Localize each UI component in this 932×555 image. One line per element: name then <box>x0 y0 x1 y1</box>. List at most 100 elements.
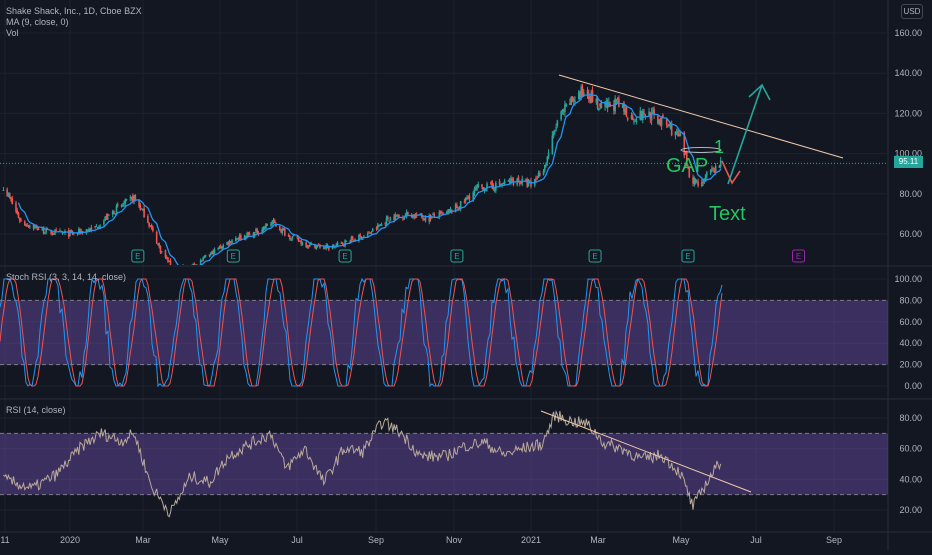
candle-body <box>211 251 213 254</box>
candle-body <box>378 225 380 227</box>
candle-body <box>221 247 223 249</box>
candle-body <box>176 270 178 271</box>
earnings-marker[interactable]: E <box>450 249 464 263</box>
symbol-title[interactable]: Shake Shack, Inc., 1D, Cboe BZX <box>6 6 142 16</box>
candle-body <box>693 177 696 184</box>
candle-body <box>213 249 216 254</box>
earnings-marker[interactable]: E <box>792 249 806 263</box>
bullish-arrow-head[interactable] <box>748 83 771 101</box>
candle-body <box>345 240 348 242</box>
bearish-arrow[interactable] <box>721 160 741 185</box>
gap-annotation[interactable]: GAP <box>666 155 708 177</box>
candle-body <box>704 174 707 180</box>
candle-body <box>580 86 583 98</box>
candle-body <box>124 199 127 204</box>
candle-body <box>2 189 5 191</box>
candle-body <box>459 201 462 210</box>
candle-body <box>157 243 159 245</box>
candle-body <box>248 233 251 235</box>
ma-indicator-label[interactable]: MA (9, close, 0) <box>6 17 69 27</box>
candle-body <box>10 197 12 200</box>
earnings-marker[interactable]: E <box>338 249 352 263</box>
candle-body <box>650 111 653 121</box>
candle-body <box>44 233 46 235</box>
candle-body <box>538 172 541 177</box>
drawing-tools-layer[interactable] <box>540 74 844 493</box>
earnings-marker-label: E <box>454 252 459 261</box>
candle-body <box>193 263 196 265</box>
candle-body <box>457 207 459 209</box>
candle-body <box>344 240 346 247</box>
candle-body <box>77 229 80 233</box>
candle-body <box>108 214 110 216</box>
candle-body <box>591 90 594 103</box>
candle-body <box>349 241 351 243</box>
earnings-marker[interactable]: E <box>226 249 240 263</box>
candle-body <box>331 245 334 250</box>
rsi-trendline[interactable] <box>540 410 752 493</box>
candle-body <box>525 179 527 181</box>
text-annotation[interactable]: Text <box>709 203 746 225</box>
candle-body <box>631 116 634 120</box>
candle-body <box>6 189 8 196</box>
candle-body <box>219 245 222 249</box>
candle-body <box>546 156 549 163</box>
candle-body <box>718 165 721 168</box>
y-tick-label: 120.00 <box>894 108 922 118</box>
candle-body <box>341 242 344 245</box>
candle-body <box>635 120 638 123</box>
earnings-marker[interactable]: E <box>588 249 602 263</box>
candle-body <box>129 197 132 199</box>
candle-body <box>123 203 125 205</box>
candle-body <box>175 270 177 272</box>
candle-body <box>111 211 114 215</box>
candle-body <box>121 205 124 207</box>
candle-body <box>520 182 522 184</box>
volume-indicator-label[interactable]: Vol <box>6 28 19 38</box>
candle-body <box>403 216 405 220</box>
candle-body <box>507 180 510 182</box>
earnings-marker[interactable]: E <box>681 249 695 263</box>
candle-body <box>201 260 203 262</box>
candle-body <box>677 130 679 137</box>
x-tick-label: 2021 <box>521 535 541 545</box>
candle-body <box>405 211 408 217</box>
earnings-marker-label: E <box>135 252 140 261</box>
candle-body <box>235 238 237 242</box>
candle-body <box>474 187 477 189</box>
price-trendline[interactable] <box>558 74 844 159</box>
x-tick-label: 11 <box>0 535 9 545</box>
stoch-rsi-series <box>0 277 723 388</box>
candle-body <box>307 245 310 247</box>
candle-body <box>177 269 179 271</box>
earnings-marker[interactable]: E <box>131 249 145 263</box>
candle-body <box>388 220 390 222</box>
candle-body <box>115 205 118 213</box>
gap-highlight-ellipse[interactable] <box>680 147 722 153</box>
candle-body <box>389 217 392 221</box>
candle-body <box>243 235 246 238</box>
x-tick-label: Sep <box>826 535 842 545</box>
candle-body <box>380 223 383 226</box>
candle-body <box>473 188 476 194</box>
candle-body <box>262 226 265 231</box>
candle-body <box>229 241 232 243</box>
candle-body <box>423 218 426 220</box>
candle-body <box>556 120 559 126</box>
bullish-arrow[interactable] <box>727 84 763 185</box>
candle-body <box>640 111 643 119</box>
candle-body <box>194 264 197 265</box>
candle-body <box>209 253 212 256</box>
stoch-rsi-label[interactable]: Stoch RSI (3, 3, 14, 14, close) <box>6 272 127 282</box>
candle-body <box>217 248 220 250</box>
rsi-label[interactable]: RSI (14, close) <box>6 405 66 415</box>
candle-body <box>289 236 291 239</box>
candle-body <box>560 111 562 120</box>
currency-badge[interactable]: USD <box>901 4 923 19</box>
moving-average-line <box>17 93 722 265</box>
candle-body <box>106 213 109 220</box>
one-annotation[interactable]: 1 <box>714 137 724 157</box>
